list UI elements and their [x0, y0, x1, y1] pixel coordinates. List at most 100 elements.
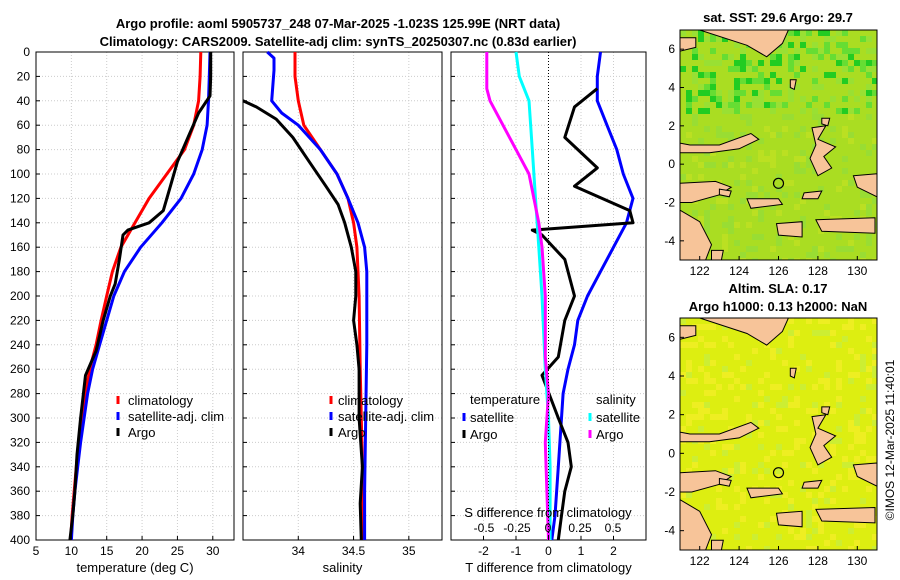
- field-cell: [734, 522, 740, 528]
- field-cell: [734, 396, 740, 402]
- field-cell: [728, 156, 734, 162]
- field-cell: [776, 474, 782, 480]
- x-tick-label: 2: [610, 544, 617, 558]
- field-cell: [836, 540, 842, 546]
- field-cell: [704, 342, 710, 348]
- field-cell: [848, 90, 854, 96]
- field-cell: [872, 546, 877, 550]
- field-cell: [854, 234, 860, 240]
- field-cell: [770, 90, 776, 96]
- field-cell: [866, 192, 872, 198]
- field-cell: [800, 462, 806, 468]
- field-cell: [770, 204, 776, 210]
- field-cell: [866, 210, 872, 216]
- field-cell: [806, 360, 812, 366]
- field-cell: [734, 222, 740, 228]
- field-cell: [848, 78, 854, 84]
- field-cell: [704, 126, 710, 132]
- field-cell: [770, 384, 776, 390]
- field-cell: [842, 132, 848, 138]
- field-cell: [824, 486, 830, 492]
- field-cell: [722, 54, 728, 60]
- field-cell: [758, 432, 764, 438]
- salinity-panel: 34 34.5 35 salinity climatologysatellite-adj…: [242, 50, 443, 575]
- field-cell: [740, 162, 746, 168]
- field-cell: [752, 402, 758, 408]
- x-tick-label: 34: [292, 544, 306, 558]
- field-cell: [746, 120, 752, 126]
- field-cell: [710, 78, 716, 84]
- field-cell: [716, 384, 722, 390]
- field-cell: [842, 462, 848, 468]
- field-cell: [836, 42, 842, 48]
- field-cell: [686, 414, 692, 420]
- field-cell: [680, 342, 686, 348]
- field-cell: [734, 102, 740, 108]
- field-cell: [824, 36, 830, 42]
- y-tick-label: 200: [10, 289, 30, 303]
- y-tick-label: 260: [10, 362, 30, 376]
- field-cell: [794, 30, 800, 36]
- field-cell: [770, 408, 776, 414]
- field-cell: [788, 180, 794, 186]
- field-cell: [770, 354, 776, 360]
- field-cell: [764, 126, 770, 132]
- title-line2: Climatology: CARS2009. Satellite-adj cli…: [100, 34, 577, 49]
- field-cell: [860, 438, 866, 444]
- field-cell: [722, 234, 728, 240]
- field-cell: [830, 36, 836, 42]
- field-cell: [848, 240, 854, 246]
- field-cell: [830, 54, 836, 60]
- field-cell: [824, 30, 830, 36]
- field-cell: [848, 378, 854, 384]
- field-cell: [776, 534, 782, 540]
- field-cell: [734, 60, 740, 66]
- field-cell: [788, 450, 794, 456]
- field-cell: [782, 462, 788, 468]
- field-cell: [704, 60, 710, 66]
- land-mass: [815, 217, 876, 234]
- field-cell: [710, 450, 716, 456]
- x-tick-label: 0: [545, 544, 552, 558]
- field-cell: [770, 156, 776, 162]
- field-cell: [776, 48, 782, 54]
- field-cell: [794, 204, 800, 210]
- field-cell: [764, 522, 770, 528]
- field-cell: [800, 66, 806, 72]
- field-cell: [812, 546, 818, 550]
- field-cell: [782, 450, 788, 456]
- field-cell: [806, 492, 812, 498]
- field-cell: [854, 354, 860, 360]
- field-cell: [848, 66, 854, 72]
- field-cell: [728, 216, 734, 222]
- field-cell: [842, 54, 848, 60]
- field-cell: [698, 336, 704, 342]
- field-cell: [794, 258, 800, 260]
- field-cell: [734, 42, 740, 48]
- land-mass: [680, 209, 713, 260]
- x-tick-label: 5: [33, 544, 40, 558]
- field-cell: [776, 60, 782, 66]
- y-tick-label: 6: [668, 330, 675, 344]
- field-cell: [758, 210, 764, 216]
- field-cell: [812, 114, 818, 120]
- sla-map-panel: Altim. SLA: 0.17 Argo h1000: 0.13 h2000: …: [664, 281, 878, 568]
- field-cell: [680, 30, 686, 36]
- field-cell: [794, 60, 800, 66]
- field-cell: [806, 30, 812, 36]
- field-cell: [794, 396, 800, 402]
- field-cell: [716, 132, 722, 138]
- field-cell: [776, 234, 782, 240]
- land-mass: [680, 421, 760, 443]
- field-cell: [818, 522, 824, 528]
- field-cell: [842, 78, 848, 84]
- field-cell: [866, 84, 872, 90]
- x-tick-label: 15: [100, 544, 114, 558]
- field-cell: [704, 84, 710, 90]
- field-cell: [770, 162, 776, 168]
- y-tick-label: 60: [17, 118, 31, 132]
- field-cell: [740, 66, 746, 72]
- field-cell: [722, 372, 728, 378]
- field-cell: [824, 48, 830, 54]
- field-cell: [710, 390, 716, 396]
